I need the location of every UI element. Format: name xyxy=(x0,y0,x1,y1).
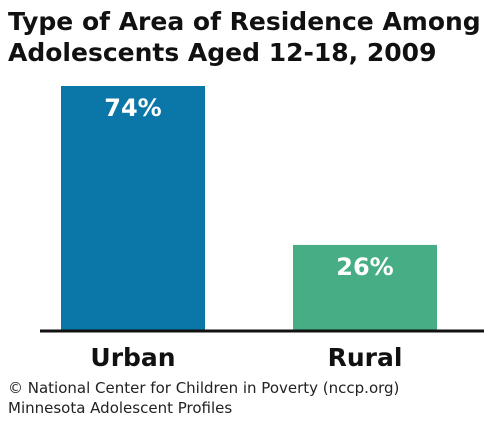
category-label-rural: Rural xyxy=(328,343,403,372)
value-label-rural: 26% xyxy=(336,253,393,281)
labels-group: 74% Urban 26% Rural xyxy=(90,94,402,372)
source-footer: © National Center for Children in Povert… xyxy=(8,378,399,418)
chart-title-line-2: Adolescents Aged 12-18, 2009 xyxy=(8,38,437,67)
bar-rural xyxy=(293,244,437,331)
chart-title-line-1: Type of Area of Residence Among xyxy=(8,7,481,36)
bar-urban xyxy=(61,86,205,331)
profile-name-text: Minnesota Adolescent Profiles xyxy=(8,399,233,417)
copyright-text: © National Center for Children in Povert… xyxy=(8,379,400,397)
category-label-urban: Urban xyxy=(90,343,175,372)
bars-group xyxy=(61,86,437,331)
chart-title: Type of Area of Residence Among Adolesce… xyxy=(8,6,492,68)
value-label-urban: 74% xyxy=(104,94,161,122)
